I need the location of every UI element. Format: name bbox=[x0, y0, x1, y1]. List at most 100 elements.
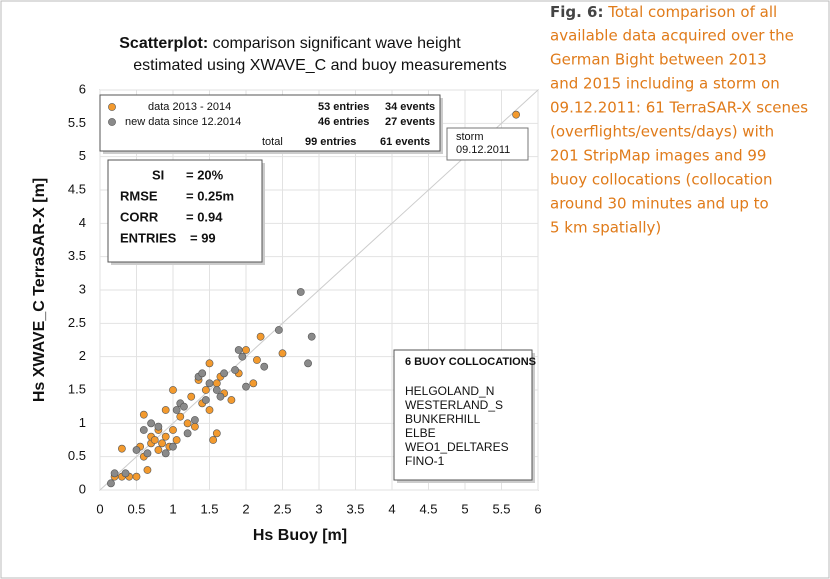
caption-line: and 2015 including a storm on bbox=[550, 75, 780, 93]
caption-line: 5 km spatially) bbox=[550, 219, 661, 237]
point bbox=[274, 326, 283, 334]
legend-total: total bbox=[262, 136, 283, 148]
buoy-name: BUNKERHILL bbox=[405, 412, 481, 426]
legend-entries: 53 entries bbox=[318, 101, 369, 113]
legend-total-entries: 99 entries bbox=[305, 136, 356, 148]
point bbox=[512, 110, 520, 119]
x-tick-label: 5 bbox=[461, 501, 468, 516]
caption-line: Fig. 6: Total comparison of all bbox=[550, 3, 777, 21]
stat-label: SI bbox=[152, 167, 164, 182]
y-axis-label: Hs XWAVE_C TerraSAR-X [m] bbox=[31, 178, 48, 402]
caption-line: buoy collocations (collocation bbox=[550, 171, 773, 189]
point bbox=[180, 402, 188, 411]
point bbox=[169, 426, 177, 434]
legend-events: 27 events bbox=[385, 116, 435, 128]
legend-events: 34 events bbox=[385, 101, 435, 113]
legend-marker bbox=[108, 103, 116, 111]
x-tick-label: 2 bbox=[242, 501, 249, 516]
caption-label: Fig. 6: bbox=[550, 3, 603, 21]
point bbox=[190, 416, 199, 424]
y-tick-label: 5.5 bbox=[68, 115, 86, 130]
y-tick-label: 2 bbox=[79, 348, 86, 363]
y-tick-label: 6 bbox=[79, 81, 86, 96]
y-tick-label: 2.5 bbox=[68, 315, 86, 330]
point bbox=[161, 449, 170, 458]
point bbox=[169, 386, 177, 394]
point bbox=[118, 444, 126, 453]
point bbox=[249, 379, 258, 388]
y-tick-label: 0.5 bbox=[68, 448, 86, 463]
chart-subtitle: estimated using XWAVE_C and buoy measure… bbox=[133, 57, 507, 74]
x-tick-label: 3 bbox=[315, 501, 322, 516]
point bbox=[212, 386, 221, 394]
point bbox=[253, 356, 261, 364]
point bbox=[220, 369, 228, 378]
point bbox=[209, 436, 218, 444]
stat-value: = 0.94 bbox=[186, 209, 223, 224]
y-tick-label: 4.5 bbox=[68, 181, 86, 196]
y-tick-label: 4 bbox=[79, 215, 86, 230]
point bbox=[139, 426, 148, 434]
x-tick-label: 0 bbox=[96, 501, 103, 516]
point bbox=[132, 446, 141, 454]
point bbox=[307, 332, 316, 341]
caption-line: German Bight between 2013 bbox=[550, 51, 767, 69]
caption-line: (overflights/events/days) with bbox=[550, 123, 774, 141]
point bbox=[172, 406, 181, 414]
point bbox=[260, 362, 269, 371]
storm-date: 09.12.2011 bbox=[456, 144, 510, 156]
point bbox=[158, 439, 166, 448]
point bbox=[172, 436, 181, 444]
x-tick-label: 4.5 bbox=[419, 501, 437, 516]
stat-value: = 20% bbox=[186, 167, 224, 182]
x-tick-label: 6 bbox=[534, 501, 541, 516]
caption-line: 201 StripMap images and 99 bbox=[550, 147, 766, 165]
point bbox=[107, 479, 115, 488]
point bbox=[150, 436, 159, 444]
caption-line: available data acquired over the bbox=[550, 27, 794, 45]
point bbox=[227, 396, 236, 404]
x-tick-label: 5.5 bbox=[492, 501, 510, 516]
legend-label: data 2013 - 2014 bbox=[148, 101, 231, 113]
stat-label: ENTRIES bbox=[120, 230, 177, 245]
buoy-name: WEO1_DELTARES bbox=[405, 440, 509, 454]
point bbox=[110, 469, 119, 478]
point bbox=[234, 346, 243, 354]
point bbox=[201, 396, 210, 404]
x-tick-label: 2.5 bbox=[273, 501, 291, 516]
stat-label: CORR bbox=[120, 209, 159, 224]
y-tick-label: 5 bbox=[79, 148, 86, 163]
caption-line: around 30 minutes and up to bbox=[550, 195, 769, 213]
title-bold: Scatterplot: bbox=[119, 35, 208, 52]
storm-label: storm bbox=[456, 131, 484, 143]
title-line: comparison significant wave height bbox=[208, 35, 461, 52]
legend-total-events: 61 events bbox=[380, 136, 430, 148]
point bbox=[242, 382, 250, 391]
y-tick-label: 3.5 bbox=[68, 248, 86, 263]
point bbox=[147, 419, 155, 428]
x-tick-label: 4 bbox=[388, 501, 395, 516]
x-tick-label: 1.5 bbox=[200, 501, 218, 516]
x-tick-label: 3.5 bbox=[346, 501, 364, 516]
point bbox=[143, 449, 152, 458]
point bbox=[198, 369, 207, 378]
stats-box bbox=[107, 159, 263, 263]
point bbox=[242, 346, 250, 354]
legend-marker bbox=[108, 118, 116, 126]
point bbox=[256, 332, 265, 341]
point bbox=[187, 392, 196, 401]
point bbox=[183, 419, 192, 428]
point bbox=[132, 472, 141, 481]
annotations: storm 09.12.2011 6 BUOY COLLOCATIONS dat… bbox=[99, 94, 536, 483]
storm-box bbox=[446, 127, 529, 161]
buoy-name: ELBE bbox=[405, 426, 436, 440]
legend-box bbox=[99, 94, 441, 152]
point bbox=[143, 466, 152, 474]
point bbox=[201, 386, 210, 394]
point bbox=[121, 469, 130, 478]
x-tick-label: 0.5 bbox=[127, 501, 145, 516]
buoy-name: WESTERLAND_S bbox=[405, 398, 503, 412]
buoy-title: 6 BUOY COLLOCATIONS bbox=[405, 356, 536, 368]
point bbox=[139, 410, 148, 419]
